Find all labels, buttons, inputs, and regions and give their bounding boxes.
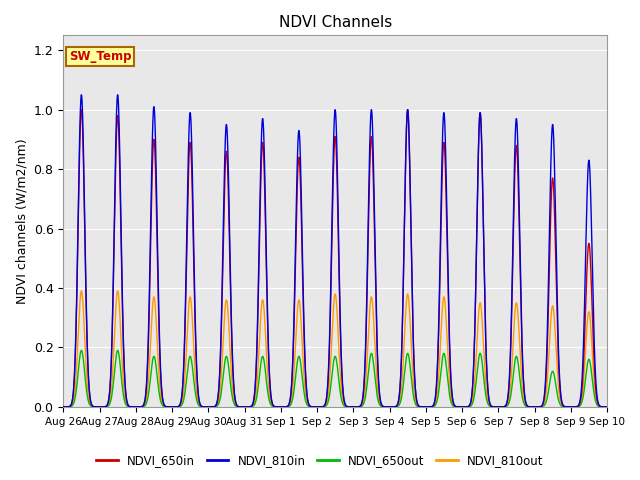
Text: SW_Temp: SW_Temp	[68, 50, 131, 63]
Legend: NDVI_650in, NDVI_810in, NDVI_650out, NDVI_810out: NDVI_650in, NDVI_810in, NDVI_650out, NDV…	[92, 449, 548, 472]
Title: NDVI Channels: NDVI Channels	[278, 15, 392, 30]
Y-axis label: NDVI channels (W/m2/nm): NDVI channels (W/m2/nm)	[15, 138, 28, 304]
